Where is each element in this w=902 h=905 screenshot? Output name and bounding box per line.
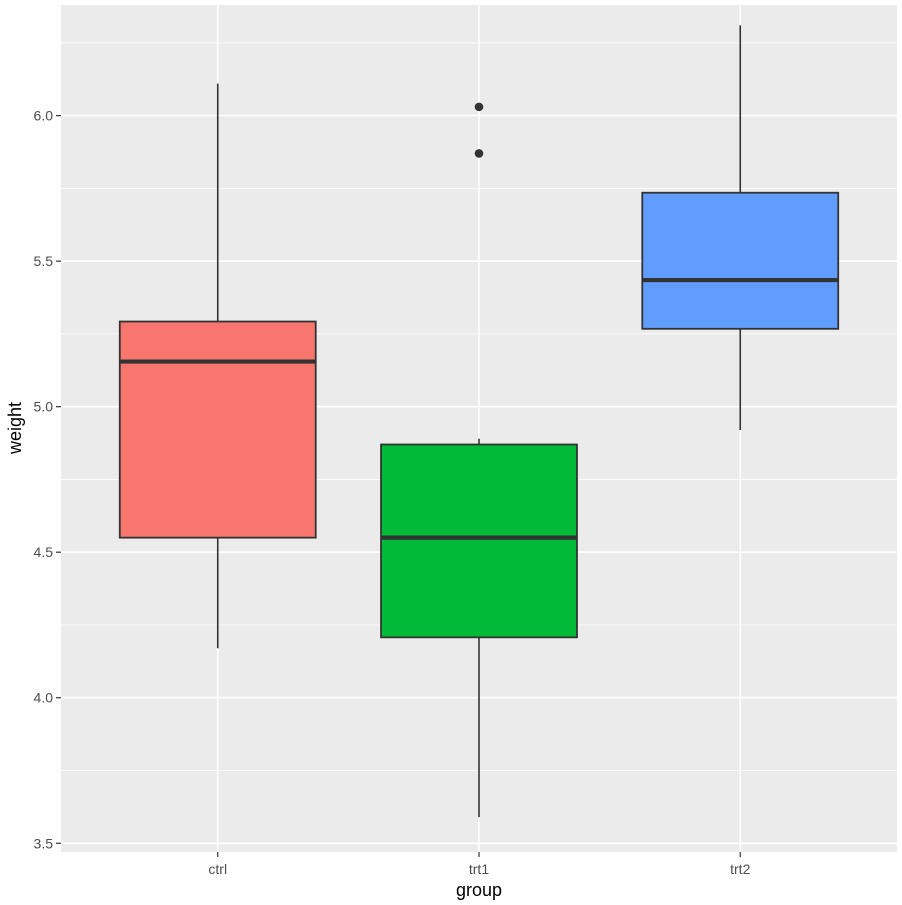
x-axis: ctrl trt1 trt2: [208, 852, 751, 877]
y-tick-label: 4.5: [34, 544, 54, 560]
x-tick-label: trt1: [469, 861, 489, 877]
y-tick-label: 3.5: [34, 835, 54, 851]
outlier-point: [474, 149, 484, 158]
box-ctrl: [118, 83, 317, 649]
iqr-box: [118, 320, 317, 539]
y-tick-label: 5.5: [34, 253, 54, 269]
box-series: [118, 25, 840, 818]
iqr-box: [641, 191, 840, 330]
y-tick-label: 4.0: [34, 690, 54, 706]
box-trt1: [380, 102, 578, 818]
iqr-box: [380, 443, 578, 639]
outlier-point: [474, 102, 484, 112]
box-trt2: [641, 25, 840, 430]
x-axis-title: group: [456, 880, 502, 900]
y-tick-label: 6.0: [34, 108, 54, 124]
y-axis-title: weight: [5, 402, 25, 455]
x-tick-label: ctrl: [208, 861, 227, 877]
y-tick-label: 5.0: [34, 399, 54, 415]
y-axis: 3.5 4.0 4.5 5.0 5.5 6.0: [34, 108, 61, 851]
x-tick-label: trt2: [730, 861, 750, 877]
